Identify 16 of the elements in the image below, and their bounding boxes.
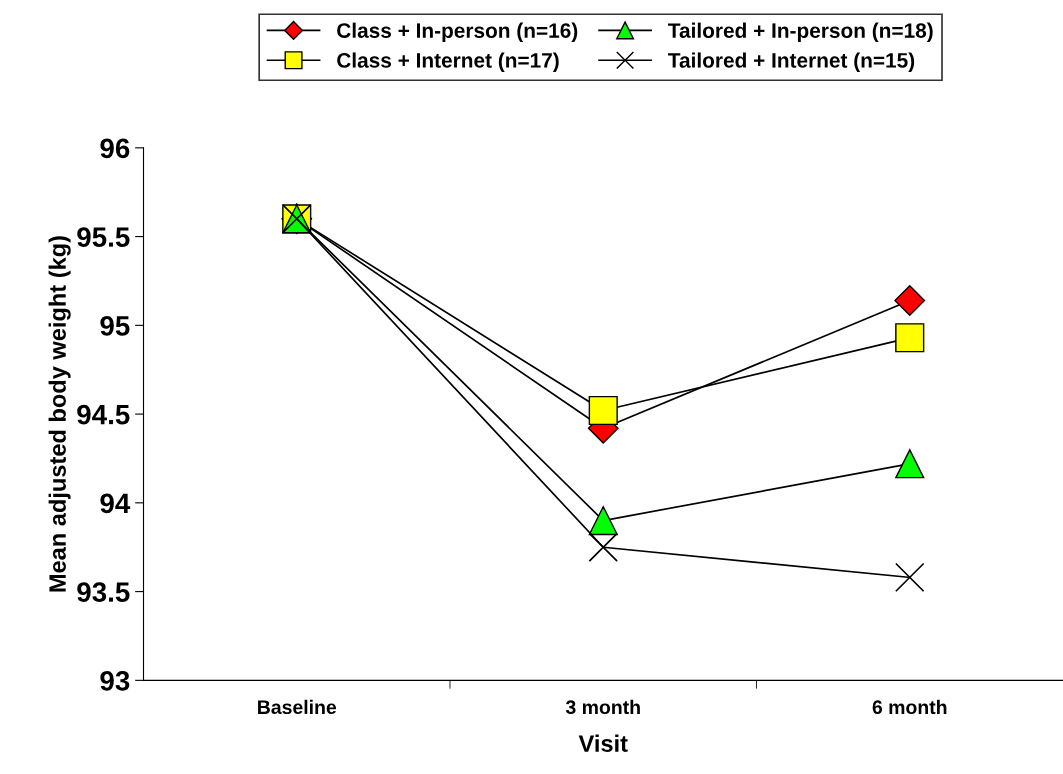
y-tick-label: 96 <box>100 138 130 159</box>
x-tick-label: 3 month <box>565 699 640 715</box>
x-tick-label: 6 month <box>872 699 947 715</box>
y-tick-label: 94.5 <box>77 404 130 425</box>
legend-label: Tailored + In-person (n=18) <box>668 22 933 43</box>
y-tick-label: 95 <box>100 316 130 336</box>
legend-label: Tailored + Internet (n=15) <box>668 52 915 72</box>
y-axis-title: Mean adjusted body weight (kg) <box>48 236 71 592</box>
x-axis-title: Visit <box>578 734 628 752</box>
x-tick-label: Baseline <box>258 699 337 715</box>
y-tick-label: 95.5 <box>77 227 130 247</box>
legend-label: Class + In-person (n=16) <box>337 22 578 43</box>
y-tick-label: 93.5 <box>77 582 130 602</box>
y-tick-label: 94 <box>100 493 131 514</box>
y-tick-label: 93 <box>100 671 130 691</box>
legend-label: Class + Internet (n=17) <box>337 52 559 72</box>
